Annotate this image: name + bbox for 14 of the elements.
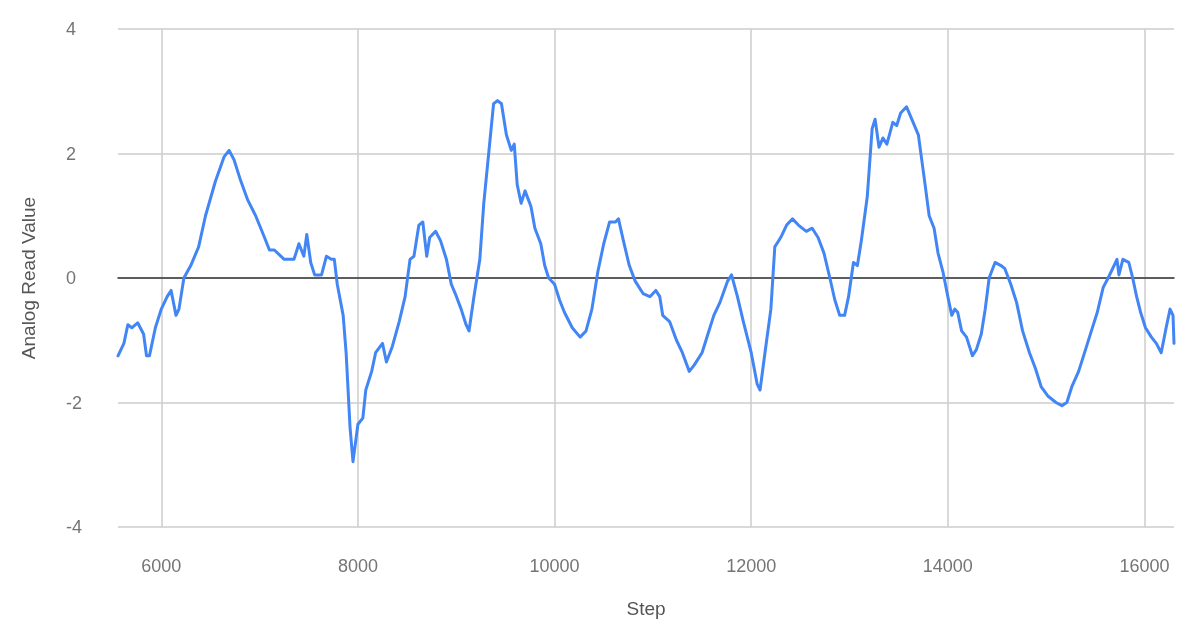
y-axis-title: Analog Read Value <box>18 196 39 360</box>
x-tick-label: 10000 <box>529 556 580 576</box>
y-tick-label: -4 <box>66 517 83 537</box>
x-tick-label: 8000 <box>337 556 378 576</box>
y-tick-label: 2 <box>66 143 77 164</box>
x-tick-label: 14000 <box>922 556 973 576</box>
y-tick-label: -2 <box>66 392 83 413</box>
x-tick-label: 6000 <box>141 556 182 576</box>
y-tick-label: 4 <box>66 19 77 39</box>
x-tick-label: 16000 <box>1119 556 1170 576</box>
x-axis-title: Step <box>626 598 666 619</box>
x-tick-label: 12000 <box>726 556 777 576</box>
line-series <box>116 99 1176 464</box>
y-tick-label: 0 <box>66 268 77 288</box>
